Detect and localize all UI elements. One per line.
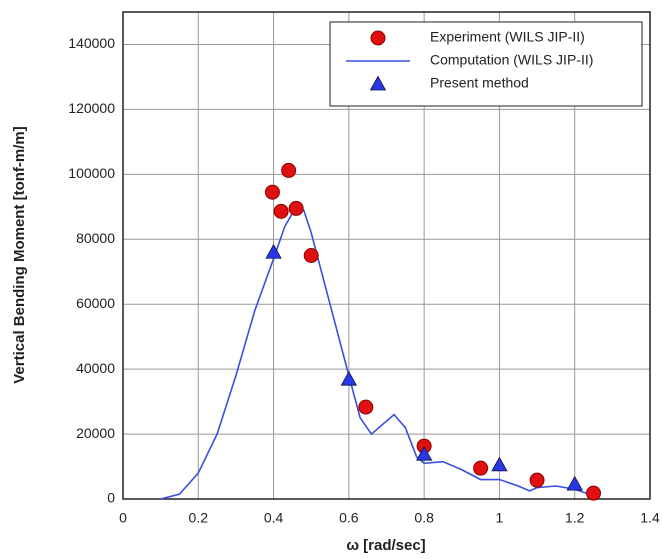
legend-label: Experiment (WILS JIP-II) (430, 29, 585, 45)
x-tick-label: 1.2 (565, 510, 585, 526)
x-axis-title: ω [rad/sec] (346, 537, 425, 554)
x-tick-label: 0.2 (189, 510, 209, 526)
y-tick-label: 120000 (68, 100, 115, 116)
present-point (491, 456, 508, 472)
experiment-point (264, 184, 280, 200)
x-tick-label: 0.8 (414, 510, 434, 526)
x-tick-label: 0.4 (264, 510, 284, 526)
present-point (340, 370, 358, 386)
experiment-point (473, 460, 489, 476)
x-tick-label: 0.6 (339, 510, 359, 526)
legend-box (329, 21, 643, 107)
experiment-point (529, 472, 545, 488)
legend-label: Computation (WILS JIP-II) (430, 52, 593, 68)
legend-label: Present method (430, 75, 529, 91)
y-tick-label: 140000 (68, 35, 115, 51)
x-tick-label: 1 (496, 510, 504, 526)
experiment-point (370, 30, 386, 46)
present-point (566, 475, 583, 491)
y-tick-label: 60000 (76, 295, 115, 311)
plot-frame (122, 11, 651, 500)
present-point (415, 445, 433, 461)
present-point (265, 243, 282, 259)
x-tick-label: 1.4 (640, 510, 660, 526)
y-tick-label: 0 (107, 490, 115, 506)
y-tick-label: 40000 (76, 360, 115, 376)
experiment-point (273, 203, 289, 219)
experiment-point (586, 485, 602, 501)
y-axis-title: Vertical Bending Moment [tonf-m/m] (11, 126, 28, 384)
x-tick-label: 0 (119, 510, 127, 526)
experiment-point (288, 200, 304, 216)
experiment-point (281, 162, 297, 178)
y-tick-label: 80000 (76, 230, 115, 246)
experiment-point (303, 248, 319, 263)
experiment-point (358, 399, 374, 415)
present-point (369, 75, 387, 91)
computation-line (160, 205, 594, 500)
y-tick-label: 100000 (68, 165, 115, 181)
y-tick-label: 20000 (76, 425, 115, 441)
